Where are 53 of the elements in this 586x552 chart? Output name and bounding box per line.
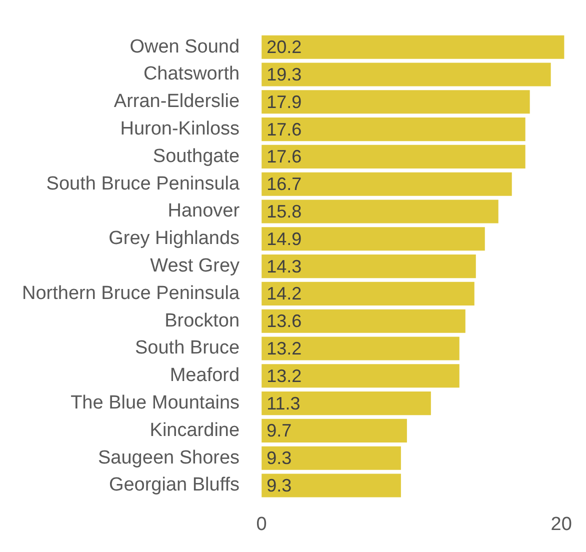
y-tick-label: Hanover — [168, 200, 240, 222]
y-tick-label: Chatsworth — [143, 64, 240, 85]
x-tick-label: 20 — [550, 514, 572, 535]
data-label: 17.6 — [266, 119, 302, 140]
y-tick-label: Southgate — [152, 146, 240, 167]
bar — [262, 118, 526, 142]
data-label: 14.3 — [266, 256, 302, 276]
x-tick-label: 0 — [256, 514, 267, 535]
bar — [262, 474, 401, 498]
data-label: 16.7 — [266, 174, 302, 194]
bar — [262, 364, 460, 388]
data-label: 20.2 — [266, 37, 302, 58]
bar — [262, 172, 512, 196]
bar — [262, 254, 476, 278]
y-tick-label: Georgian Bluffs — [108, 474, 240, 496]
y-tick-label: South Bruce Peninsula — [46, 173, 240, 194]
bar — [262, 144, 526, 168]
y-tick-label: Brockton — [164, 310, 240, 332]
y-tick-label: Saugeen Shores — [98, 447, 240, 468]
bar — [262, 90, 530, 114]
data-label: 13.2 — [266, 366, 302, 386]
data-label: 17.9 — [266, 92, 302, 112]
data-label: 15.8 — [266, 201, 302, 222]
data-label: 9.3 — [266, 448, 292, 468]
bar — [262, 392, 431, 416]
data-label: 19.3 — [266, 64, 302, 84]
y-tick-label: Kincardine — [150, 420, 240, 441]
bar — [262, 336, 460, 360]
bar — [262, 418, 407, 442]
data-label: 11.3 — [266, 393, 300, 414]
bar — [262, 446, 401, 470]
y-tick-label: Grey Highlands — [108, 228, 240, 250]
bar — [262, 227, 485, 251]
y-tick-label: Northern Bruce Peninsula — [22, 282, 240, 304]
data-label: 9.7 — [266, 420, 292, 441]
bar — [262, 309, 466, 333]
data-label: 17.6 — [266, 146, 302, 167]
bar — [262, 200, 498, 224]
data-label: 13.2 — [266, 338, 302, 358]
bar — [262, 35, 564, 59]
data-label: 9.3 — [266, 475, 292, 496]
bar — [262, 282, 474, 306]
y-tick-label: West Grey — [150, 256, 240, 277]
y-tick-label: Arran-Elderslie — [114, 91, 240, 112]
bar — [262, 62, 551, 86]
data-label: 14.9 — [266, 228, 302, 249]
y-tick-label: The Blue Mountains — [70, 392, 240, 414]
data-label: 13.6 — [266, 311, 302, 332]
y-tick-label: Huron-Kinloss — [120, 118, 240, 140]
y-tick-label: Owen Sound — [130, 36, 240, 58]
data-label: 14.2 — [266, 284, 302, 304]
y-tick-label: South Bruce — [134, 338, 240, 359]
y-tick-label: Meaford — [170, 365, 240, 386]
